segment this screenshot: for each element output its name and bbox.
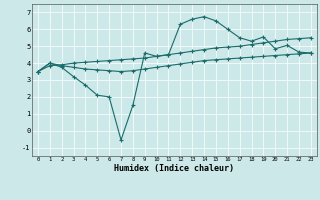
X-axis label: Humidex (Indice chaleur): Humidex (Indice chaleur) <box>115 164 234 173</box>
